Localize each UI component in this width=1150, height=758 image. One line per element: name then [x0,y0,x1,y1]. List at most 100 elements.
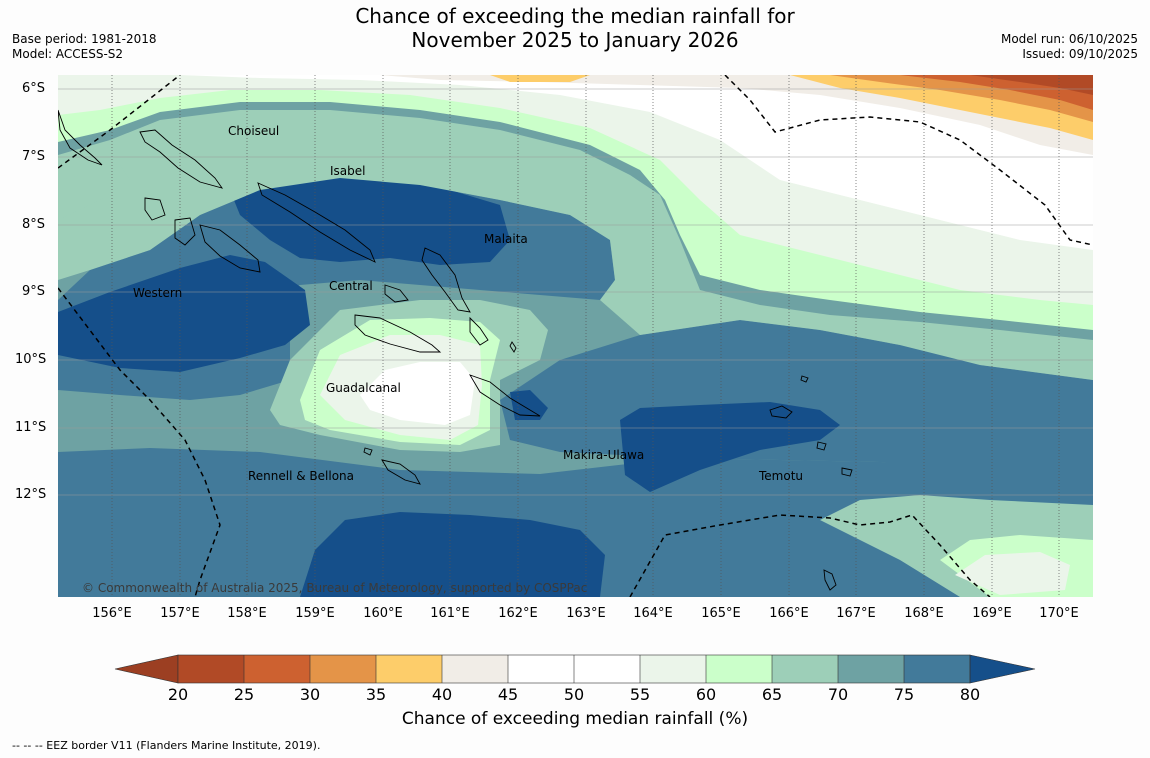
colorbar-tick-75: 75 [893,685,915,704]
colorbar-65-70 [772,655,838,683]
colorbar-tick-40: 40 [431,685,453,704]
colorbar-30-35 [310,655,376,683]
title-line-1: Chance of exceeding the median rainfall … [355,4,795,28]
island-central-a [384,284,409,303]
colorbar-40-45 [442,655,508,683]
rainfall-map-svg [58,75,1093,597]
island-vanuatu-north [823,569,837,591]
colorbar-60-65 [706,655,772,683]
island-bellona [363,447,373,456]
zone-above-80-isabel [225,172,510,265]
colorbar-tick-20: 20 [167,685,189,704]
zone-65-70-north [58,110,1093,380]
copyright-notice: © Commonwealth of Australia 2025, Bureau… [82,581,588,595]
issued-date: Issued: 09/10/2025 [1022,47,1138,61]
colorbar-35-40 [376,655,442,683]
island-makira [468,374,541,417]
place-label-makira-ulawa: Makira-Ulawa [563,448,645,462]
zone-65-70-west [58,165,130,220]
lon-label-168e: 168°E [904,606,944,621]
lat-label-9s: 9°S [22,284,46,299]
colorbar-tick-60: 60 [695,685,717,704]
colorbar-below-20 [114,654,179,684]
title-line-2: November 2025 to January 2026 [411,28,739,52]
island-vella-lavella [144,197,166,221]
island-small-b [800,375,809,383]
place-label-central: Central [329,279,373,293]
island-guadalcanal [354,314,442,353]
lon-label-166e: 166°E [769,606,809,621]
colorbar-20-25 [178,655,244,683]
colorbar-tick-45: 45 [497,685,519,704]
lon-label-156e: 156°E [92,606,132,621]
colorbar-tick-80: 80 [959,685,981,704]
island-rennell [381,459,421,485]
zone-55-60-southeast [955,552,1070,595]
colorbar-45-50 [508,655,574,683]
island-temotu-a [769,405,793,419]
lon-label-160e: 160°E [363,606,403,621]
colorbar [114,654,1036,684]
colorbar-50-55 [574,655,640,683]
lat-label-10s: 10°S [15,352,47,367]
lat-label-8s: 8°S [22,217,46,232]
lon-label-163e: 163°E [566,606,606,621]
rainfall-map: Choiseul Isabel Malaita Central Western … [58,75,1093,597]
zone-45-55-north [180,75,1093,250]
lon-label-158e: 158°E [227,606,267,621]
lat-label-6s: 6°S [22,81,46,96]
island-new-georgia-a [174,217,196,246]
zone-above-80-east-guadalcanal [510,390,548,420]
longitude-gridlines [111,75,1060,597]
island-temotu-b [816,441,827,451]
colorbar-55-60 [640,655,706,683]
island-small-a [509,341,517,353]
map-title: Chance of exceeding the median rainfall … [0,4,1150,52]
island-bougainville [58,109,103,166]
zone-45-55-guadalcanal [360,362,475,425]
island-outlines [58,109,853,591]
place-label-malaita: Malaita [484,232,528,246]
lon-label-159e: 159°E [295,606,335,621]
colorbar-70-75 [838,655,904,683]
model-name: Model: ACCESS-S2 [12,47,124,61]
colorbar-tick-25: 25 [233,685,255,704]
island-new-georgia-b [199,224,261,273]
zone-35-40-north [490,75,590,82]
place-label-choiseul: Choiseul [228,124,280,138]
model-run: Model run: 06/10/2025 [1000,32,1138,46]
colorbar-25-30 [244,655,310,683]
lat-label-7s: 7°S [22,149,46,164]
lon-label-167e: 167°E [836,606,876,621]
latitude-gridlines [58,88,1093,496]
island-isabel [257,182,376,263]
lon-label-164e: 164°E [633,606,673,621]
zone-20-25-northeast [970,75,1093,95]
island-small-malaita [469,316,489,346]
zone-above-80-south [300,512,605,597]
eez-border [58,75,1093,597]
place-label-isabel: Isabel [330,164,366,178]
colorbar-above-80 [969,654,1036,684]
colorbar-tick-50: 50 [563,685,585,704]
eez-legend-note: -- -- -- EEZ border V11 (Flanders Marine… [12,739,321,752]
lon-label-170e: 170°E [1039,606,1079,621]
lon-label-161e: 161°E [430,606,470,621]
place-label-guadalcanal: Guadalcanal [326,381,401,395]
colorbar-tick-35: 35 [365,685,387,704]
base-period: Base period: 1981-2018 [12,32,157,46]
colorbar-title: Chance of exceeding median rainfall (%) [401,709,749,729]
place-label-rennell-bellona: Rennell & Bellona [248,469,355,483]
colorbar-tick-55: 55 [629,685,651,704]
colorbar-tick-30: 30 [299,685,321,704]
island-choiseul [139,129,224,189]
zone-above-80-makira [620,402,840,492]
lon-label-157e: 157°E [160,606,200,621]
place-label-western: Western [133,286,183,300]
lat-label-12s: 12°S [15,487,47,502]
place-label-temotu: Temotu [759,469,804,483]
lon-label-165e: 165°E [701,606,741,621]
lon-label-169e: 169°E [972,606,1012,621]
meta-left: Base period: 1981-2018 Model: ACCESS-S2 [12,32,157,62]
lon-label-162e: 162°E [498,606,538,621]
